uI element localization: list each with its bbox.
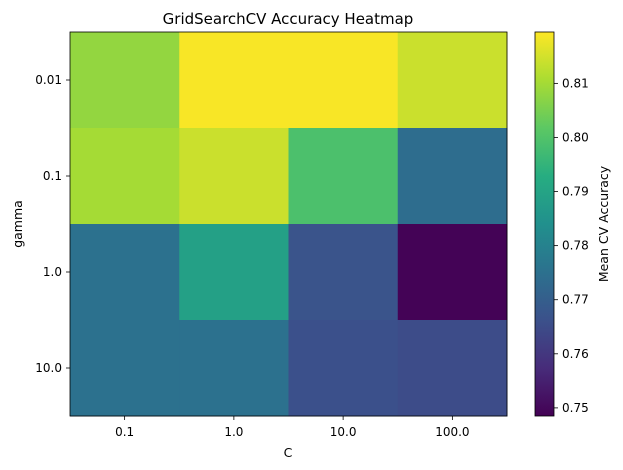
y-tick-label: 1.0 [43,265,62,279]
heatmap-cell [179,320,289,417]
colorbar-frame [534,31,555,417]
colorbar-tick-label: 0.77 [562,293,589,307]
plot-frame [69,31,508,417]
heatmap-cell [397,32,508,129]
heatmap-cell [70,128,180,225]
heatmap-cell [179,224,289,321]
colorbar-tick-label: 0.81 [562,76,589,90]
chart-title: GridSearchCV Accuracy Heatmap [163,10,414,28]
x-tick-label: 0.1 [115,425,134,439]
heatmap-cell [288,224,399,321]
colorbar-tick-label: 0.78 [562,239,589,253]
heatmap-cell [397,320,508,417]
x-tick-label: 1.0 [224,425,243,439]
heatmap-cell [397,224,508,321]
heatmap-cell [179,32,289,129]
colorbar-tick-label: 0.80 [562,130,589,144]
colorbar [535,32,554,416]
heatmap-cell [288,128,399,225]
x-tick-label: 100.0 [435,425,469,439]
y-tick-label: 0.1 [43,169,62,183]
y-axis-ticks: 0.01 0.1 1.0 10.0 [35,73,70,375]
x-axis-ticks: 0.1 1.0 10.0 100.0 [115,416,470,439]
heatmap-cell [70,320,180,417]
heatmap-cell [288,320,399,417]
heatmap-cells [70,32,508,417]
colorbar-label: Mean CV Accuracy [596,165,611,282]
heatmap-cell [288,32,399,129]
heatmap-cell [70,224,180,321]
x-axis-label: C [284,445,293,460]
heatmap-cell [179,128,289,225]
heatmap-cell [70,32,180,129]
colorbar-ticks: 0.75 0.76 0.77 0.78 0.79 0.80 0.81 [554,76,589,415]
heatmap-cell [397,128,508,225]
y-tick-label: 0.01 [35,73,62,87]
colorbar-tick-label: 0.75 [562,401,589,415]
x-tick-label: 10.0 [330,425,357,439]
colorbar-tick-label: 0.76 [562,347,589,361]
y-tick-label: 10.0 [35,361,62,375]
colorbar-tick-label: 0.79 [562,185,589,199]
y-axis-label: gamma [10,200,25,248]
